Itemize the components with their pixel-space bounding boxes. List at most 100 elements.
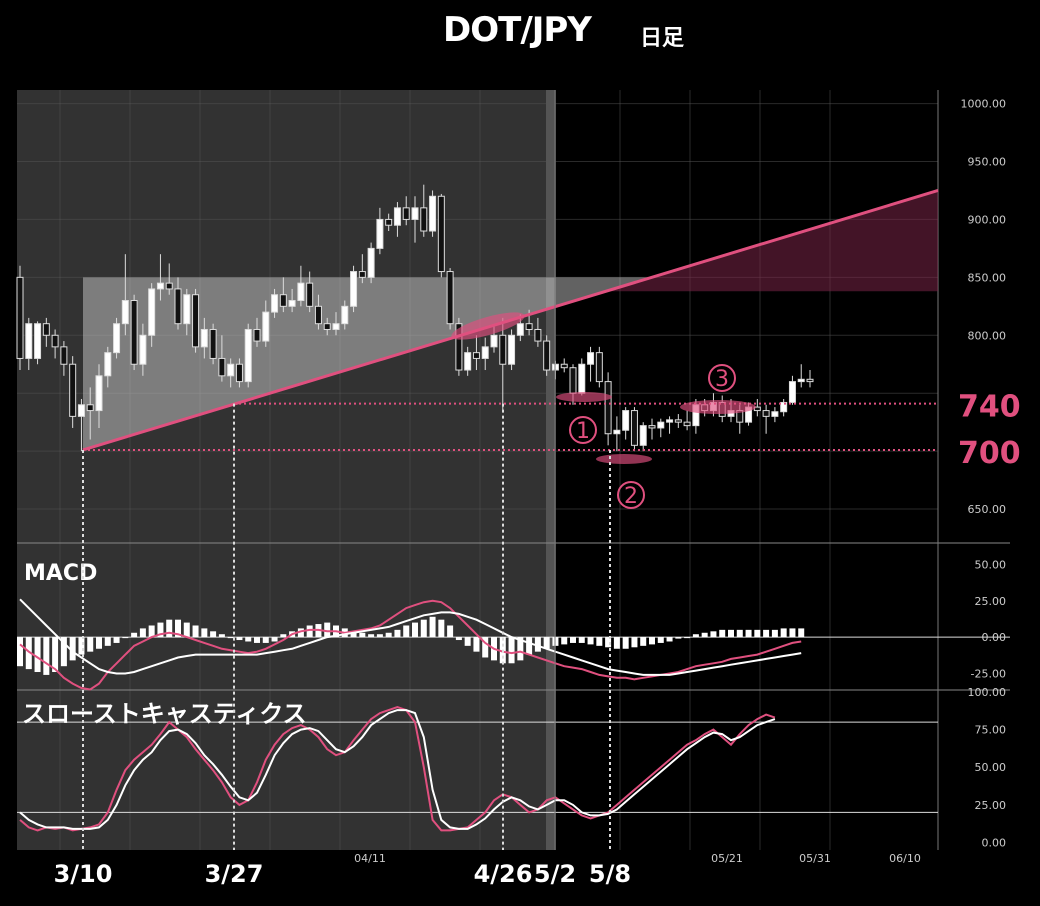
macd-signal-line [19, 598, 802, 676]
macd-histogram-bar [385, 632, 392, 638]
candle-body [227, 363, 235, 377]
macd-histogram-bar [596, 637, 603, 646]
macd-histogram-bar [561, 637, 568, 645]
stoch-d-line [19, 709, 776, 830]
macd-histogram-bar [420, 619, 427, 638]
macd-histogram-bar [789, 628, 796, 638]
candle-body [323, 323, 331, 330]
candle-body [674, 419, 682, 423]
candle-body [332, 323, 340, 330]
candle-body [306, 282, 314, 307]
candle-body [420, 207, 428, 232]
candle-body [77, 404, 85, 417]
stoch-tick-label: 0.00 [982, 836, 1007, 849]
chart-subtitle: 日足 [640, 26, 685, 51]
macd-histogram-bar [236, 637, 243, 641]
candle-body [525, 323, 533, 330]
candle-body [657, 421, 665, 429]
macd-histogram-bar [104, 637, 111, 646]
candle-body [376, 218, 384, 249]
candle-body [271, 294, 279, 313]
macd-histogram-bar [52, 637, 59, 673]
candle-body [543, 340, 551, 371]
candle-body [358, 271, 366, 278]
candle-body [771, 411, 779, 417]
macd-histogram-bar [87, 637, 94, 652]
date-tick-label: 04/11 [354, 852, 386, 865]
candle-body [69, 363, 77, 417]
candle-body [437, 195, 445, 273]
macd-histogram-bar [771, 629, 778, 638]
history-shade [17, 90, 555, 850]
annotation-circle [617, 481, 645, 509]
candle-body [165, 282, 173, 290]
candle-body [402, 207, 410, 220]
macd-tick-label: 0.00 [982, 631, 1007, 644]
date-marker-label: 3/10 [54, 860, 113, 888]
macd-histogram-bar [657, 637, 664, 643]
annotation-label: 1 [576, 419, 590, 444]
candle-body [51, 334, 59, 348]
stoch-tick-label: 75.00 [975, 724, 1007, 737]
date-marker-label: 5/8 [589, 860, 631, 888]
macd-histogram-bar [701, 632, 708, 638]
macd-histogram-bar [754, 629, 761, 638]
candle-body [508, 334, 516, 365]
price-tick-label: 900.00 [968, 213, 1007, 226]
macd-histogram-bar [613, 637, 620, 649]
macd-histogram-bar [455, 637, 462, 641]
macd-histogram-bar [139, 628, 146, 638]
highlight-ellipse [680, 400, 756, 414]
candle-body [209, 328, 217, 359]
shade-edge [546, 90, 556, 850]
chart-title: DOT/JPY [443, 10, 592, 50]
macd-histogram-bar [684, 637, 691, 639]
macd-histogram-bar [482, 637, 489, 658]
macd-histogram-bar [69, 637, 76, 661]
macd-histogram-bar [245, 637, 252, 642]
macd-histogram-bar [798, 628, 805, 638]
stoch-tick-label: 100.00 [968, 686, 1007, 699]
candle-body [569, 367, 577, 394]
macd-histogram-bar [157, 622, 164, 638]
candle-body [683, 421, 691, 427]
candle-body [393, 207, 401, 226]
candle-body [95, 375, 103, 412]
macd-histogram-bar [394, 629, 401, 638]
annotation-circle [569, 416, 597, 444]
macd-histogram-bar [605, 637, 612, 648]
background-layer [17, 90, 938, 850]
stoch-pane-label: スローストキャスティクス [22, 700, 307, 728]
macd-histogram-bar [728, 629, 734, 638]
macd-histogram-bar [473, 637, 480, 652]
macd-histogram-bar [710, 631, 717, 638]
candle-body [666, 419, 674, 423]
macd-histogram-bar [719, 629, 726, 638]
macd-histogram-bar [376, 634, 383, 638]
macd-histogram-bar [403, 625, 410, 638]
candles-layer [16, 184, 814, 452]
macd-histogram-bar [763, 629, 770, 638]
candle-body [192, 294, 200, 348]
candle-body [490, 334, 498, 348]
candle-body [429, 195, 437, 232]
candle-body [472, 352, 480, 359]
macd-histogram-bar [166, 619, 173, 638]
price-tick-label: 1000.00 [961, 98, 1007, 111]
macd-histogram-bar [324, 622, 331, 638]
candle-body [613, 429, 621, 435]
stochastic-layer: スローストキャスティクス [17, 700, 938, 832]
candle-body [262, 311, 270, 342]
candle-body [622, 410, 630, 431]
candle-body [455, 323, 463, 371]
price-tick-label: 950.00 [968, 156, 1007, 169]
candle-body [235, 363, 243, 383]
macd-histogram-bar [438, 619, 445, 638]
price-tick-label: 800.00 [968, 329, 1007, 342]
macd-histogram-bar [43, 637, 50, 675]
date-marker-label: 4/26 [474, 860, 533, 888]
macd-histogram-bar [210, 631, 217, 638]
macd-histogram-bar [736, 629, 743, 638]
candle-body [788, 381, 796, 403]
level-label: 700 [958, 436, 1021, 471]
